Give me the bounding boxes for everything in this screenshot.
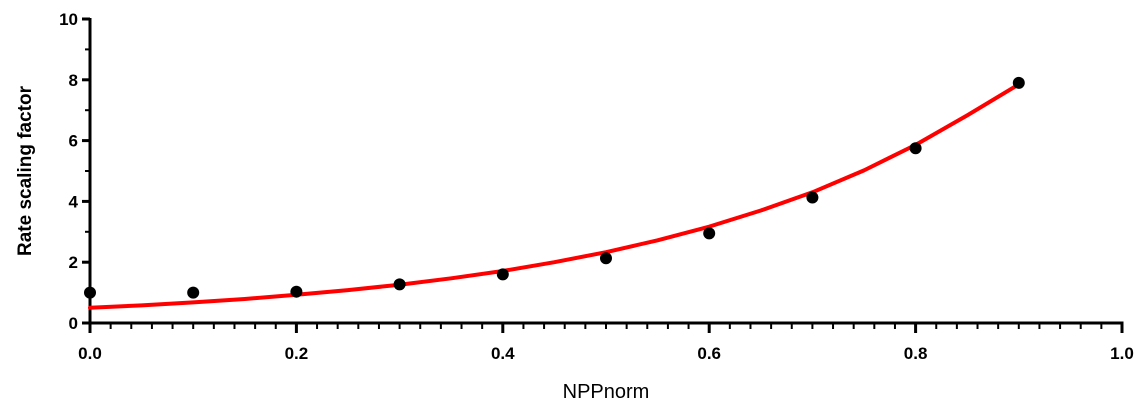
y-axis-title: Rate scaling factor: [15, 85, 36, 256]
data-point: [1012, 76, 1025, 89]
y-tick-label: 2: [69, 253, 78, 272]
data-point: [290, 285, 303, 298]
data-point: [703, 227, 716, 240]
x-tick-label: 1.0: [1110, 344, 1134, 363]
data-point: [84, 286, 96, 299]
x-tick-label: 0.6: [697, 344, 721, 363]
x-tick-label: 0.4: [491, 344, 515, 363]
x-tick-label: 0.0: [78, 344, 102, 363]
y-tick-label: 4: [69, 192, 79, 211]
x-tick-label: 0.2: [285, 344, 309, 363]
y-tick-label: 10: [59, 10, 78, 29]
y-axis: 0 2 4 6 8 10: [59, 10, 92, 333]
data-points-layer: [84, 76, 1025, 299]
fit-curve-line: [88, 82, 1021, 310]
y-tick-label: 0: [69, 314, 78, 333]
y-tick-label: 6: [69, 132, 78, 151]
y-tick-label: 8: [69, 71, 78, 90]
data-point: [496, 268, 509, 281]
data-point: [806, 191, 819, 204]
x-axis: 0.0 0.2 0.4 0.6 0.8 1.0: [78, 321, 1134, 363]
fit-curve-layer: [88, 82, 1021, 310]
data-point: [393, 278, 406, 291]
data-point: [909, 142, 922, 155]
data-point: [187, 286, 200, 299]
x-tick-label: 0.8: [904, 344, 928, 363]
data-point: [600, 252, 612, 265]
x-axis-title: NPPnorm: [563, 381, 650, 403]
